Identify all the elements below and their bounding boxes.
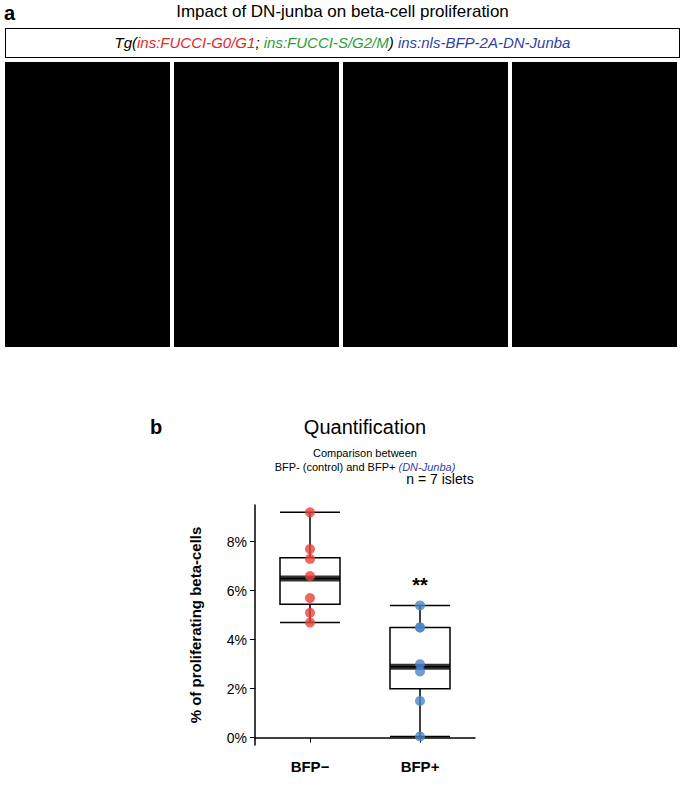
- html-text:Comparison between: Comparison between: [313, 447, 417, 459]
- svg-text:% of proliferating beta-cells: % of proliferating beta-cells: [187, 527, 204, 724]
- html-text:Impact of DN-junba on beta-cel: Impact of DN-junba on beta-cell prolifer…: [176, 2, 509, 21]
- svg-text:n = 7 islets: n = 7 islets: [406, 471, 473, 487]
- html-text:b: b: [150, 416, 163, 438]
- svg-text:2%: 2%: [227, 681, 247, 697]
- svg-text:8%: 8%: [227, 534, 247, 550]
- svg-text:6%: 6%: [227, 583, 247, 599]
- svg-text:BFP−: BFP−: [291, 758, 330, 775]
- svg-text:0%: 0%: [227, 730, 247, 746]
- html-text:Quantification: Quantification: [303, 416, 427, 438]
- html-text:BFP- (control) and BFP+ (DN-Ju: BFP- (control) and BFP+ (DN-Junba): [274, 461, 456, 473]
- html-text:a: a: [4, 2, 16, 24]
- svg-text:4%: 4%: [227, 632, 247, 648]
- svg-text:BFP+: BFP+: [401, 758, 440, 775]
- svg-text:**: **: [412, 574, 428, 596]
- html-text:Tg(ins:FUCCI-G0/G1; ins:FUCCI-: Tg(ins:FUCCI-G0/G1; ins:FUCCI-S/G2/M) in…: [114, 34, 571, 51]
